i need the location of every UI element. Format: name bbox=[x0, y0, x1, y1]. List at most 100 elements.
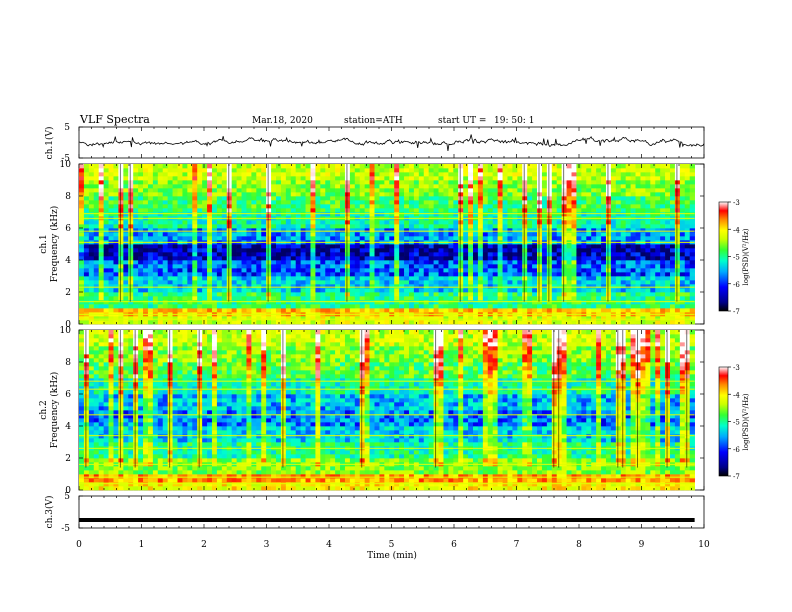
spectrogram-cell bbox=[399, 248, 405, 253]
spectrogram-cell bbox=[561, 172, 567, 177]
spectrogram-cell bbox=[522, 232, 528, 237]
spectrogram-cell bbox=[399, 196, 405, 201]
spectrogram-cell bbox=[615, 260, 622, 265]
spectrogram-cell bbox=[438, 164, 444, 169]
spectrogram-cell bbox=[246, 176, 252, 181]
spectrogram-cell bbox=[276, 244, 282, 249]
spectrogram-cell bbox=[546, 168, 553, 173]
spectrogram-cell bbox=[389, 184, 395, 189]
spectrogram-cell bbox=[349, 260, 356, 265]
spectrogram-cell bbox=[79, 276, 85, 281]
spectrogram-cell bbox=[251, 256, 257, 261]
spectrogram-cell bbox=[610, 172, 617, 177]
spectrogram-cell bbox=[93, 208, 100, 213]
spectrogram-cell bbox=[423, 260, 430, 265]
spectrogram-cell bbox=[418, 228, 425, 233]
spectrogram-cell bbox=[374, 164, 380, 169]
spectrogram-cell bbox=[162, 308, 168, 313]
spectrogram-cell bbox=[635, 268, 641, 273]
spectrogram-cell bbox=[133, 188, 139, 193]
spectrogram-cell bbox=[271, 168, 277, 173]
spectrogram-cell bbox=[458, 296, 464, 301]
spectrogram-cell bbox=[236, 164, 242, 169]
spectrogram-cell bbox=[305, 172, 311, 177]
spectrogram-cell bbox=[123, 164, 129, 169]
spectrogram-cell bbox=[271, 224, 277, 229]
spectrogram-cell bbox=[413, 168, 420, 173]
spectrogram-cell bbox=[216, 280, 223, 285]
spectrogram-cell bbox=[443, 176, 449, 181]
spectrogram-cell bbox=[266, 200, 272, 205]
spectrogram-cell bbox=[305, 224, 311, 229]
spectrogram-cell bbox=[276, 260, 282, 265]
spectrogram-cell bbox=[374, 296, 380, 301]
spectrogram-cell bbox=[276, 172, 282, 177]
spectrogram-cell bbox=[463, 224, 469, 229]
spectrogram-cell bbox=[576, 204, 582, 209]
spectrogram-cell bbox=[418, 188, 425, 193]
spectrogram-cell bbox=[290, 288, 297, 293]
spectrogram-cell bbox=[502, 180, 508, 185]
spectrogram-cell bbox=[93, 284, 100, 289]
spectrogram-cell bbox=[256, 284, 262, 289]
spectrogram-cell bbox=[315, 168, 321, 173]
spectrogram-cell bbox=[128, 304, 134, 309]
spectrogram-cell bbox=[325, 292, 331, 297]
spectrogram-cell bbox=[128, 256, 134, 261]
spectrogram-cell bbox=[679, 244, 686, 249]
spectrogram-cell bbox=[605, 248, 612, 253]
spectrogram-cell bbox=[389, 308, 395, 313]
spectrogram-cell bbox=[551, 228, 558, 233]
spectrogram-cell bbox=[674, 236, 681, 241]
spectrogram-cell bbox=[507, 196, 513, 201]
spectrogram-cell bbox=[418, 280, 425, 285]
spectrogram-cell bbox=[364, 264, 370, 269]
spectrogram-cell bbox=[202, 224, 208, 229]
spectrogram-cell bbox=[532, 280, 538, 285]
spectrogram-cell bbox=[325, 200, 331, 205]
spectrogram-cell bbox=[689, 232, 695, 237]
spectrogram-cell bbox=[482, 208, 489, 213]
spectrogram-cell bbox=[443, 164, 449, 169]
spectrogram-cell bbox=[133, 292, 139, 297]
spectrogram-cell bbox=[581, 284, 587, 289]
spectrogram-cell bbox=[487, 264, 494, 269]
spectrogram-cell bbox=[635, 200, 641, 205]
spectrogram-cell bbox=[522, 208, 528, 213]
spectrogram-cell bbox=[359, 260, 365, 265]
spectrogram-cell bbox=[477, 252, 484, 257]
spectrogram-cell bbox=[221, 176, 228, 181]
spectrogram-cell bbox=[251, 260, 257, 265]
spectrogram-cell bbox=[630, 232, 636, 237]
spectrogram-cell bbox=[88, 244, 95, 249]
spectrogram-cell bbox=[98, 192, 104, 197]
spectrogram-cell bbox=[630, 176, 636, 181]
spectrogram-cell bbox=[399, 304, 405, 309]
spectrogram-cell bbox=[389, 284, 395, 289]
spectrogram-cell bbox=[655, 228, 661, 233]
spectrogram-cell bbox=[448, 264, 454, 269]
spectrogram-cell bbox=[83, 236, 90, 241]
spectrogram-cell bbox=[374, 284, 380, 289]
spectrogram-cell bbox=[221, 280, 228, 285]
spectrogram-cell bbox=[394, 264, 400, 269]
spectrogram-cell bbox=[640, 204, 646, 209]
spectrogram-cell bbox=[236, 276, 242, 281]
spectrogram-cell bbox=[423, 264, 430, 269]
spectrogram-cell bbox=[566, 220, 572, 225]
spectrogram-cell bbox=[640, 184, 646, 189]
spectrogram-cell bbox=[344, 196, 351, 201]
spectrogram-cell bbox=[374, 176, 380, 181]
spectrogram-cell bbox=[374, 236, 380, 241]
spectrogram-cell bbox=[645, 200, 651, 205]
spectrogram-cell bbox=[556, 200, 562, 205]
spectrogram-cell bbox=[359, 284, 365, 289]
spectrogram-cell bbox=[280, 208, 287, 213]
spectrogram-cell bbox=[413, 272, 420, 277]
spectrogram-cell bbox=[660, 316, 666, 321]
spectrogram-cell bbox=[349, 220, 356, 225]
spectrogram-cell bbox=[566, 208, 572, 213]
spectrogram-cell bbox=[635, 316, 641, 321]
spectrogram-cell bbox=[211, 184, 218, 189]
spectrogram-cell bbox=[315, 248, 321, 253]
